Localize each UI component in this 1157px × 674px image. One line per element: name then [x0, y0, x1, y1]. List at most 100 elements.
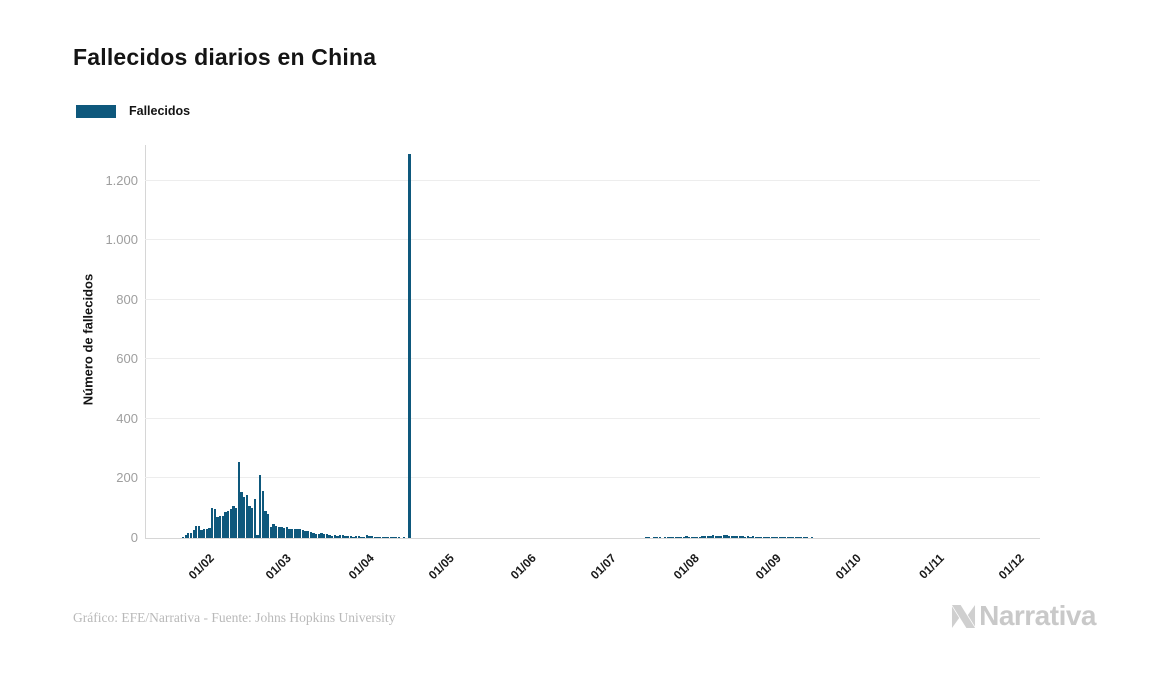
bar: [189, 533, 193, 538]
bar: [243, 497, 246, 538]
bar: [773, 536, 776, 538]
bar: [703, 536, 707, 538]
bar: [304, 530, 307, 538]
x-tick-label: 01/11: [916, 551, 947, 582]
bar: [717, 536, 720, 538]
bar: [349, 536, 352, 538]
y-tick-label: 400: [116, 410, 138, 426]
bar: [727, 536, 731, 538]
bar: [224, 511, 227, 538]
bar: [245, 495, 249, 538]
bar: [762, 536, 765, 538]
bar: [259, 475, 262, 538]
bar: [370, 536, 374, 538]
bar: [237, 461, 241, 538]
bar: [272, 524, 275, 538]
bar: [714, 536, 717, 538]
bar: [706, 536, 709, 538]
bar: [355, 536, 358, 538]
bar: [722, 535, 725, 538]
bar: [719, 535, 723, 538]
bar: [775, 536, 779, 538]
bar: [789, 536, 792, 538]
bar: [344, 536, 347, 538]
bar: [648, 536, 651, 538]
bar: [323, 533, 326, 538]
bar: [378, 536, 382, 538]
bar: [219, 516, 222, 538]
bar: [802, 536, 805, 538]
bar: [664, 536, 667, 538]
bar: [693, 536, 696, 538]
bar: [389, 536, 392, 538]
bar: [283, 527, 286, 538]
legend: Fallecidos: [76, 104, 190, 118]
x-tick-label: 01/04: [345, 551, 377, 583]
bar: [781, 536, 784, 538]
bar: [203, 529, 206, 538]
bar: [797, 536, 800, 538]
bar: [799, 536, 803, 538]
bar: [791, 536, 795, 538]
y-gridline: [145, 477, 1040, 478]
bar: [267, 514, 270, 538]
bar: [235, 507, 238, 538]
bar: [645, 536, 648, 538]
bar: [733, 536, 736, 538]
bar: [701, 536, 704, 538]
bar: [680, 536, 683, 538]
bar: [810, 536, 813, 538]
y-axis-line: [145, 145, 146, 538]
x-tick-label: 01/09: [753, 551, 785, 583]
x-tick-label: 01/06: [508, 551, 540, 583]
bar: [213, 509, 217, 538]
bar: [261, 490, 265, 538]
bar: [757, 536, 760, 538]
bar: [181, 536, 185, 538]
bar: [221, 515, 225, 538]
bar: [229, 508, 233, 538]
bar: [765, 536, 768, 538]
bar: [264, 511, 267, 538]
bar: [195, 525, 198, 538]
y-tick-label: 0: [130, 529, 138, 545]
bar: [794, 536, 797, 538]
bar: [293, 528, 297, 538]
bar: [674, 536, 677, 538]
bar: [384, 536, 387, 538]
bar: [690, 536, 693, 538]
x-tick-label: 01/07: [587, 551, 620, 583]
bar: [749, 536, 752, 538]
brand-name: Narrativa: [979, 600, 1096, 631]
bar: [275, 525, 278, 538]
bar: [352, 536, 355, 538]
bar: [381, 536, 384, 538]
x-tick-label: 01/08: [670, 551, 702, 583]
bar: [341, 535, 344, 538]
bar: [325, 534, 328, 538]
bar: [333, 535, 336, 538]
bar: [299, 529, 302, 538]
bar: [363, 536, 366, 538]
bar: [386, 536, 390, 538]
y-gridline: [145, 358, 1040, 359]
bar: [738, 535, 741, 538]
bar: [711, 535, 715, 538]
bar: [192, 530, 195, 538]
y-tick-label: 1.000: [105, 232, 138, 247]
y-tick-label: 1.200: [105, 172, 138, 188]
y-gridline: [145, 417, 1040, 419]
bar: [783, 536, 787, 538]
bar: [253, 499, 257, 538]
bar: [277, 527, 281, 538]
bar: [240, 492, 243, 538]
bar: [682, 536, 685, 538]
bar: [336, 535, 339, 538]
x-tick-label: 01/10: [833, 551, 865, 583]
bar: [709, 535, 712, 538]
bar: [730, 536, 733, 538]
y-tick-label: 800: [116, 291, 138, 307]
bar: [408, 153, 411, 538]
bar: [770, 536, 773, 538]
